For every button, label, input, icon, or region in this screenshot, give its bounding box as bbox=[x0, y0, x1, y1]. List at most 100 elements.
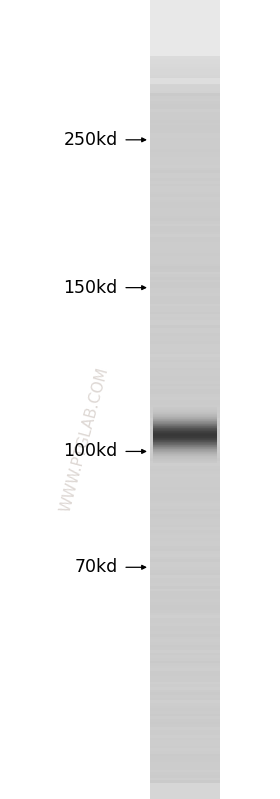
Bar bbox=[150, 596, 220, 599]
Bar bbox=[150, 273, 220, 277]
Bar bbox=[150, 737, 220, 741]
Bar bbox=[150, 239, 220, 242]
Bar bbox=[150, 487, 220, 490]
Bar bbox=[150, 29, 220, 32]
Bar bbox=[150, 145, 220, 149]
Bar bbox=[150, 169, 220, 173]
Bar bbox=[150, 769, 220, 773]
Bar bbox=[150, 189, 220, 192]
Bar bbox=[150, 660, 220, 663]
Bar bbox=[153, 422, 217, 423]
Bar bbox=[150, 559, 220, 562]
Bar bbox=[150, 50, 220, 54]
Bar bbox=[150, 201, 220, 205]
Bar bbox=[150, 793, 220, 797]
Bar bbox=[153, 447, 217, 448]
Bar bbox=[150, 630, 220, 634]
Bar bbox=[150, 439, 220, 442]
Bar bbox=[150, 670, 220, 674]
Bar bbox=[150, 428, 220, 431]
Bar bbox=[150, 129, 220, 133]
Bar bbox=[150, 34, 220, 38]
Bar bbox=[150, 495, 220, 498]
Bar bbox=[150, 340, 220, 344]
Bar bbox=[150, 23, 220, 26]
Bar bbox=[150, 399, 220, 402]
Bar bbox=[150, 58, 220, 62]
Bar bbox=[150, 556, 220, 559]
Bar bbox=[150, 121, 220, 125]
Bar bbox=[150, 345, 220, 349]
Bar bbox=[150, 617, 220, 621]
Bar bbox=[150, 292, 220, 296]
Bar bbox=[153, 426, 217, 427]
Bar bbox=[150, 505, 220, 509]
Bar bbox=[150, 777, 220, 781]
Bar bbox=[153, 431, 217, 433]
Bar bbox=[153, 447, 217, 449]
Bar bbox=[150, 532, 220, 535]
Bar bbox=[150, 700, 220, 703]
Bar bbox=[150, 377, 220, 381]
Bar bbox=[150, 708, 220, 711]
Bar bbox=[153, 423, 217, 425]
Bar bbox=[150, 484, 220, 487]
Bar bbox=[153, 455, 217, 456]
Bar bbox=[150, 646, 220, 650]
Bar bbox=[150, 713, 220, 717]
Bar bbox=[150, 351, 220, 354]
Bar bbox=[153, 451, 217, 453]
Bar bbox=[153, 446, 217, 447]
Bar bbox=[150, 69, 220, 72]
Bar bbox=[153, 423, 217, 424]
Bar bbox=[150, 39, 220, 42]
Bar bbox=[153, 409, 217, 411]
Bar bbox=[150, 329, 220, 333]
Bar bbox=[150, 149, 220, 152]
Bar bbox=[150, 185, 220, 189]
Bar bbox=[153, 416, 217, 418]
Bar bbox=[150, 673, 220, 677]
Bar bbox=[150, 303, 220, 306]
Bar bbox=[150, 111, 220, 114]
Bar bbox=[150, 356, 220, 360]
Bar bbox=[153, 441, 217, 443]
Bar bbox=[150, 125, 220, 128]
Text: WWW.PTGLAB.COM: WWW.PTGLAB.COM bbox=[57, 365, 111, 514]
Bar bbox=[150, 604, 220, 607]
Bar bbox=[153, 411, 217, 412]
Bar bbox=[150, 521, 220, 525]
Bar bbox=[153, 442, 217, 443]
Bar bbox=[150, 620, 220, 623]
Bar bbox=[153, 424, 217, 426]
Bar bbox=[150, 231, 220, 234]
Bar bbox=[150, 97, 220, 101]
Bar bbox=[150, 548, 220, 551]
Bar bbox=[150, 359, 220, 362]
Bar bbox=[150, 740, 220, 743]
Bar bbox=[150, 316, 220, 320]
Bar bbox=[150, 689, 220, 693]
Bar bbox=[150, 337, 220, 341]
Bar bbox=[153, 451, 217, 452]
Bar bbox=[153, 436, 217, 438]
Bar bbox=[150, 412, 220, 415]
Bar bbox=[150, 441, 220, 445]
Bar bbox=[150, 26, 220, 30]
Bar bbox=[150, 694, 220, 698]
Bar bbox=[150, 566, 220, 570]
Bar bbox=[150, 284, 220, 288]
Bar bbox=[153, 459, 217, 460]
Bar bbox=[150, 748, 220, 751]
Bar bbox=[150, 93, 220, 96]
Bar bbox=[153, 428, 217, 430]
Bar bbox=[150, 697, 220, 701]
Bar bbox=[150, 105, 220, 109]
Bar bbox=[150, 460, 220, 463]
Bar bbox=[150, 5, 220, 8]
Bar bbox=[150, 574, 220, 578]
Bar bbox=[150, 193, 220, 197]
Bar bbox=[150, 590, 220, 594]
Bar bbox=[150, 497, 220, 501]
Bar bbox=[150, 37, 220, 40]
